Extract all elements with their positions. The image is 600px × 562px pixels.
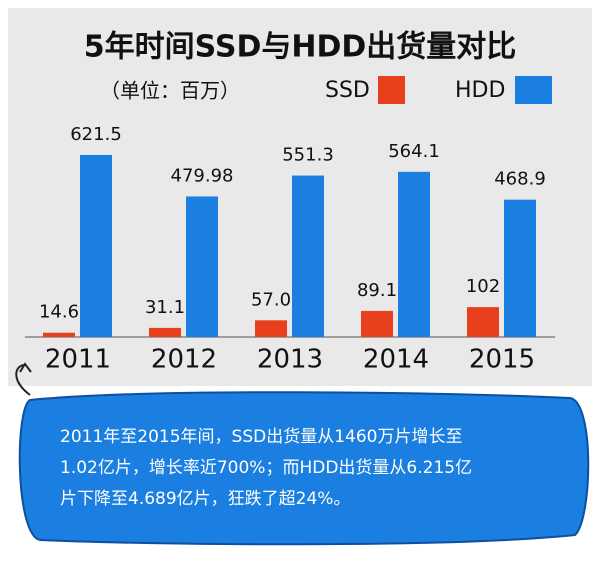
data-label: 468.9: [494, 169, 546, 190]
arrow: [15, 362, 32, 396]
data-label: 479.98: [171, 165, 234, 186]
bar: [467, 307, 499, 337]
x-tick-label: 2015: [469, 345, 535, 375]
bar: [80, 155, 112, 337]
bar: [292, 175, 324, 337]
annotation: 1.02亿片，增长率近700%；而HDD出货量从6.215亿: [60, 458, 472, 478]
data-label: 57.0: [251, 289, 291, 310]
data-label: 551.3: [282, 145, 334, 166]
x-tick-label: 2013: [257, 345, 323, 375]
chart-subtitle: （单位：百万）: [100, 79, 240, 103]
bar: [255, 320, 287, 337]
legend-label: HDD: [455, 78, 505, 103]
bar: [398, 171, 430, 337]
annotation: 片下降至4.689亿片，狂跌了超24%。: [60, 489, 350, 509]
data-label: 621.5: [70, 124, 122, 145]
legend-swatch: [378, 76, 405, 104]
data-label: 89.1: [357, 280, 397, 301]
bar: [504, 199, 536, 337]
data-label: 102: [466, 276, 500, 297]
data-label: 564.1: [388, 141, 440, 162]
bar: [149, 327, 181, 337]
bar: [361, 310, 393, 337]
annotation: 2011年至2015年间，SSD出货量从1460万片增长至: [60, 427, 462, 447]
legend-label: SSD: [325, 78, 370, 103]
x-tick-label: 2011: [45, 345, 111, 375]
callout-bubble: [18, 391, 590, 546]
data-label: 31.1: [145, 297, 185, 318]
chart-title: 5年时间SSD与HDD出货量对比: [84, 30, 517, 65]
x-tick-label: 2014: [363, 345, 429, 375]
data-label: 14.6: [39, 302, 79, 323]
bar: [43, 332, 75, 337]
legend-swatch: [515, 76, 552, 104]
x-tick-label: 2012: [151, 345, 217, 375]
bar: [186, 196, 218, 337]
